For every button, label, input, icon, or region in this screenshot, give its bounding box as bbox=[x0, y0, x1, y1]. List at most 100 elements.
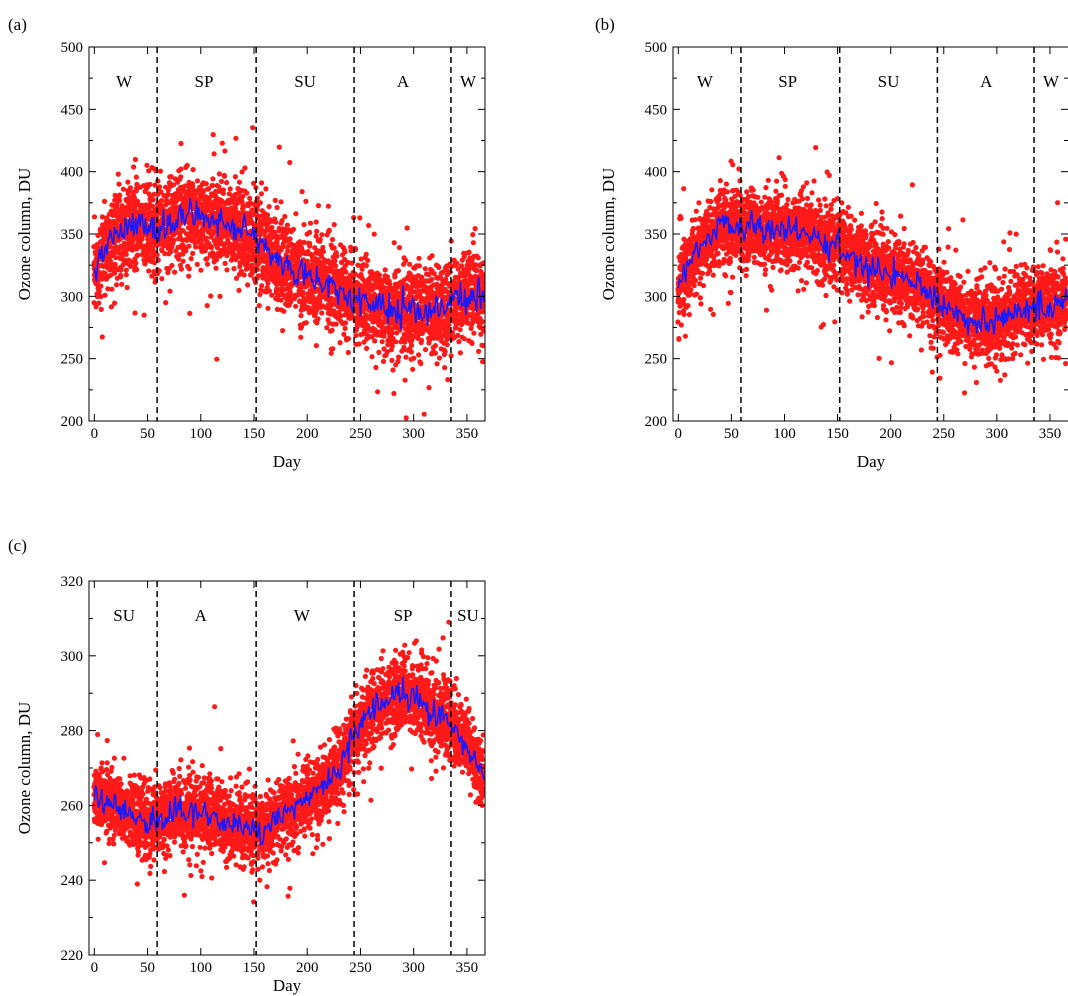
data-point bbox=[146, 168, 152, 174]
data-point bbox=[345, 349, 351, 356]
data-point bbox=[306, 310, 312, 316]
season-label: A bbox=[397, 72, 410, 91]
data-point bbox=[282, 213, 288, 220]
data-point bbox=[194, 261, 200, 267]
data-point bbox=[315, 203, 321, 209]
data-point bbox=[422, 347, 429, 353]
data-point bbox=[222, 241, 228, 247]
data-point bbox=[102, 292, 108, 298]
data-point bbox=[231, 266, 237, 272]
data-point bbox=[250, 125, 256, 131]
data-point bbox=[454, 260, 460, 266]
data-point bbox=[750, 187, 756, 193]
data-point bbox=[432, 350, 438, 356]
data-point bbox=[329, 236, 336, 243]
data-point bbox=[372, 338, 378, 344]
data-point bbox=[168, 245, 175, 251]
data-point bbox=[113, 255, 119, 261]
data-point bbox=[480, 359, 485, 365]
data-point bbox=[307, 229, 313, 235]
data-point bbox=[288, 292, 294, 298]
data-point bbox=[696, 200, 702, 206]
data-point bbox=[472, 226, 478, 232]
data-point bbox=[402, 377, 408, 383]
data-point bbox=[134, 267, 140, 273]
data-point bbox=[334, 253, 340, 259]
data-point bbox=[293, 211, 299, 217]
data-point bbox=[476, 348, 482, 354]
season-label: W bbox=[116, 72, 133, 91]
data-point bbox=[363, 251, 369, 257]
panel-label: (b) bbox=[595, 15, 615, 34]
x-tick-label: 0 bbox=[91, 426, 99, 442]
data-point bbox=[341, 247, 347, 253]
data-point bbox=[115, 171, 121, 177]
data-point bbox=[685, 303, 691, 309]
data-point bbox=[396, 245, 403, 251]
data-point bbox=[266, 288, 272, 294]
data-point bbox=[133, 174, 139, 180]
data-point bbox=[264, 212, 271, 218]
data-point bbox=[272, 197, 278, 203]
data-point bbox=[299, 245, 305, 251]
data-point bbox=[481, 328, 485, 334]
data-point bbox=[210, 132, 216, 138]
data-point bbox=[209, 182, 215, 188]
data-point bbox=[317, 237, 323, 243]
data-point bbox=[481, 278, 485, 284]
data-point bbox=[686, 312, 693, 318]
data-point bbox=[391, 240, 397, 246]
data-point bbox=[354, 324, 360, 330]
data-point bbox=[214, 245, 221, 251]
data-point bbox=[314, 228, 320, 234]
data-point bbox=[108, 304, 114, 310]
data-point bbox=[262, 229, 268, 235]
data-point bbox=[142, 260, 148, 266]
data-point bbox=[240, 203, 246, 209]
data-point bbox=[375, 389, 381, 395]
data-point bbox=[387, 284, 393, 290]
data-point bbox=[242, 165, 248, 171]
data-point bbox=[119, 281, 125, 287]
panel-b: (b) Ozone column, DU Day W SP SU A W 0 50 100 1… bbox=[595, 15, 1068, 471]
data-point bbox=[186, 243, 192, 249]
data-point bbox=[479, 319, 485, 325]
data-point bbox=[707, 268, 713, 274]
data-point bbox=[694, 291, 700, 297]
data-point bbox=[186, 266, 192, 272]
data-point bbox=[419, 274, 425, 280]
data-point bbox=[466, 250, 472, 256]
data-point bbox=[723, 181, 730, 187]
data-point bbox=[258, 224, 264, 230]
data-point bbox=[418, 340, 424, 346]
data-point bbox=[697, 295, 704, 301]
data-point bbox=[393, 339, 399, 345]
data-point bbox=[471, 330, 477, 336]
data-point bbox=[299, 189, 305, 195]
data-point bbox=[333, 263, 339, 269]
y-axis-label: Ozone column, DU bbox=[599, 168, 618, 301]
data-point bbox=[470, 232, 476, 238]
x-tick-label: 100 bbox=[190, 426, 213, 442]
data-point bbox=[165, 266, 171, 272]
data-point bbox=[146, 268, 152, 274]
data-point bbox=[389, 357, 395, 363]
data-point bbox=[320, 249, 326, 255]
data-point bbox=[214, 356, 220, 362]
data-point bbox=[183, 183, 189, 189]
data-point bbox=[163, 197, 169, 203]
data-point bbox=[319, 232, 325, 238]
data-point bbox=[171, 237, 177, 243]
data-point bbox=[728, 290, 734, 296]
season-label: SU bbox=[294, 72, 316, 91]
data-point bbox=[244, 190, 250, 196]
data-point bbox=[457, 327, 463, 333]
data-point bbox=[744, 189, 750, 195]
data-point bbox=[256, 303, 262, 309]
data-point bbox=[432, 343, 438, 349]
data-point bbox=[369, 354, 375, 360]
data-point bbox=[189, 183, 195, 189]
data-point bbox=[247, 195, 253, 201]
data-point bbox=[269, 224, 275, 231]
data-point bbox=[112, 261, 118, 267]
